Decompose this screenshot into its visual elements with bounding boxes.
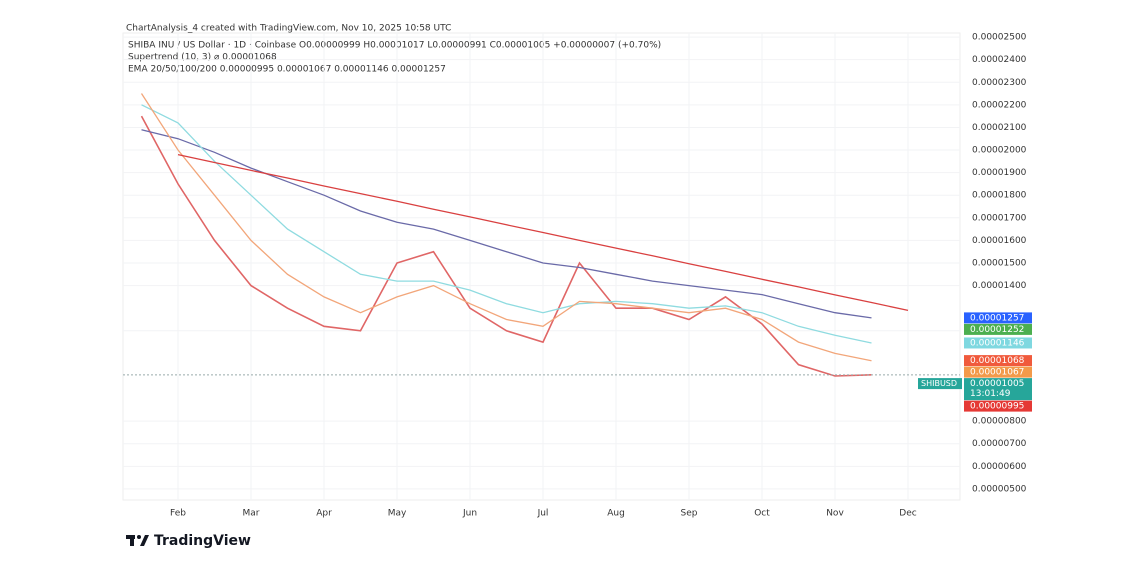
price-tag-label: 0.00001252 bbox=[970, 325, 1024, 335]
price-tag-label: 0.00001067 bbox=[970, 368, 1024, 378]
x-tick-label: Sep bbox=[681, 509, 698, 519]
attribution: ChartAnalysis_4 created with TradingView… bbox=[126, 24, 451, 34]
y-tick-label: 0.00002300 bbox=[972, 78, 1027, 88]
y-tick-label: 0.00000600 bbox=[972, 462, 1027, 472]
y-tick-label: 0.00000700 bbox=[972, 439, 1027, 449]
y-tick-label: 0.00001800 bbox=[972, 191, 1027, 201]
legend-line: Supertrend (10, 3) ⌀ 0.00001068 bbox=[128, 53, 277, 63]
symbol-tag bbox=[918, 378, 962, 390]
y-tick-label: 0.00001400 bbox=[972, 281, 1027, 291]
x-tick-label: Apr bbox=[316, 509, 332, 519]
price-tag-label: 0.00000995 bbox=[970, 402, 1024, 412]
series-line bbox=[177, 153, 909, 312]
y-tick-label: 0.00002400 bbox=[972, 55, 1027, 65]
price-tag-label: 0.00001146 bbox=[970, 338, 1025, 348]
series-line bbox=[140, 115, 872, 377]
y-tick-label: 0.00000800 bbox=[972, 417, 1027, 427]
price-tag-label: 0.00001257 bbox=[970, 313, 1024, 323]
x-tick-label: Jun bbox=[462, 509, 477, 519]
x-tick-label: Mar bbox=[243, 509, 260, 519]
price-tag bbox=[964, 378, 1032, 401]
price-tag bbox=[964, 337, 1032, 349]
series-line bbox=[141, 104, 872, 344]
x-tick-label: Aug bbox=[607, 509, 625, 519]
y-tick-label: 0.00001600 bbox=[972, 236, 1027, 246]
price-tag-label: 0.00001068 bbox=[970, 356, 1025, 366]
y-tick-label: 0.00001500 bbox=[972, 258, 1027, 268]
countdown: 13:01:49 bbox=[970, 389, 1011, 399]
legend-line: EMA 20/50/100/200 0.00000995 0.00001067 … bbox=[128, 65, 446, 75]
x-tick-label: Feb bbox=[170, 509, 186, 519]
y-tick-label: 0.00002500 bbox=[972, 33, 1027, 43]
x-tick-label: May bbox=[388, 509, 407, 519]
symbol-tag-label: SHIBUSD bbox=[921, 379, 957, 388]
y-tick-label: 0.00002100 bbox=[972, 123, 1027, 133]
price-tag bbox=[964, 323, 1032, 335]
y-tick-label: 0.00002200 bbox=[972, 100, 1027, 110]
legend-line: SHIBA INU / US Dollar · 1D · Coinbase O0… bbox=[128, 41, 661, 51]
series-line bbox=[140, 93, 872, 362]
plot-area bbox=[122, 32, 961, 501]
x-tick-label: Dec bbox=[899, 509, 916, 519]
x-tick-label: Oct bbox=[754, 509, 770, 519]
x-tick-label: Jul bbox=[537, 509, 549, 519]
x-tick-label: Nov bbox=[826, 509, 844, 519]
price-tag bbox=[964, 366, 1032, 378]
y-tick-label: 0.00001700 bbox=[972, 213, 1027, 223]
price-tag bbox=[964, 400, 1032, 412]
brand: TradingView bbox=[154, 533, 251, 549]
price-tag-label: 0.00001005 bbox=[970, 379, 1024, 389]
brand-logo bbox=[126, 535, 149, 546]
price-tag bbox=[964, 312, 1032, 324]
y-tick-label: 0.00001900 bbox=[972, 168, 1027, 178]
y-tick-label: 0.00002000 bbox=[972, 146, 1027, 156]
price-tag bbox=[964, 355, 1032, 367]
y-tick-label: 0.00000500 bbox=[972, 484, 1027, 494]
